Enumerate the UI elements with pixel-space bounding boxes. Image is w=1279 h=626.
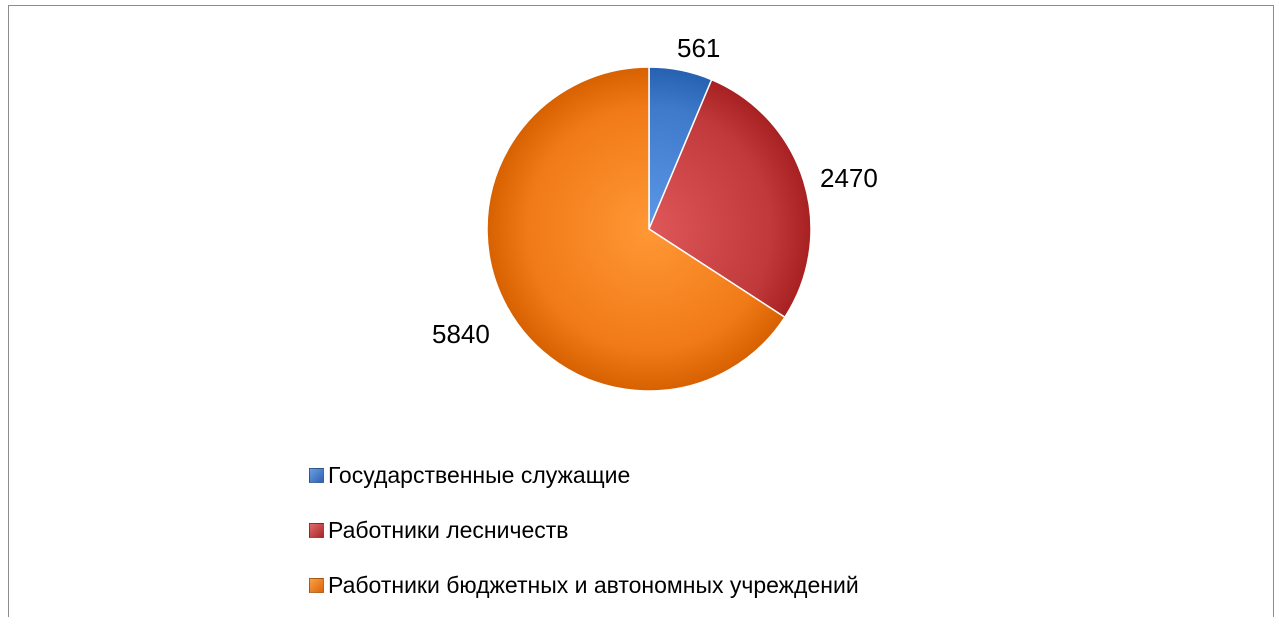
pie-chart — [486, 66, 812, 392]
legend-swatch-blue — [309, 467, 324, 483]
data-label-forestry-workers: 2470 — [820, 163, 878, 193]
legend-label: Работники лесничеств — [328, 516, 569, 543]
legend: Государственные служащие Работники лесни… — [309, 461, 859, 626]
legend-label: Работники бюджетных и автономных учрежде… — [328, 571, 859, 598]
chart-area: 561 2470 5840 Государственные служащие Р… — [8, 5, 1274, 617]
legend-item-gov-servants: Государственные служащие — [309, 461, 859, 489]
legend-swatch-orange — [309, 577, 324, 593]
legend-item-budget-workers: Работники бюджетных и автономных учрежде… — [309, 571, 859, 599]
legend-item-forestry-workers: Работники лесничеств — [309, 516, 859, 544]
data-label-budget-workers: 5840 — [432, 319, 490, 349]
pie-slice-forestry-workers — [648, 78, 812, 319]
legend-label: Государственные служащие — [328, 461, 631, 488]
legend-swatch-red — [309, 522, 324, 538]
pie-slice-budget-workers — [486, 66, 786, 392]
data-label-gov-servants: 561 — [677, 33, 721, 63]
